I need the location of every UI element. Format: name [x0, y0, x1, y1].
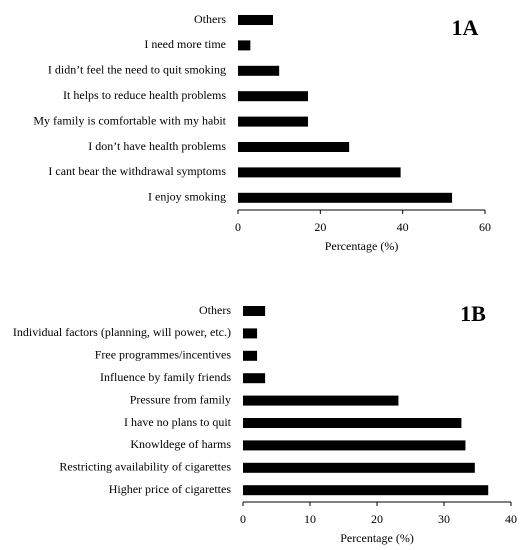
x-tick-label: 40	[397, 220, 409, 234]
x-tick-label: 0	[235, 220, 241, 234]
bar	[238, 192, 453, 203]
y-tick-label: Knowldege of harms	[130, 437, 231, 451]
y-tick-label: I don’t have health problems	[88, 139, 226, 153]
y-tick-label: Others	[194, 12, 226, 26]
bar	[238, 142, 350, 152]
y-tick-label: Free programmes/incentives	[95, 348, 232, 362]
bar	[243, 462, 475, 473]
x-tick-label: 10	[304, 512, 316, 526]
y-tick-label: I didn’t feel the need to quit smoking	[48, 63, 226, 77]
y-tick-label: Influence by family friends	[100, 370, 231, 384]
x-tick-label: 20	[314, 220, 326, 234]
x-tick-label: 20	[371, 512, 383, 526]
y-tick-label: My family is comfortable with my habit	[33, 113, 226, 127]
bar	[238, 40, 251, 51]
bar	[238, 15, 273, 25]
x-axis-label: Percentage (%)	[325, 239, 399, 253]
bar	[243, 373, 266, 384]
bar	[243, 485, 489, 496]
y-tick-label: Restricting availability of cigarettes	[59, 460, 231, 474]
bar	[243, 306, 266, 316]
bar	[243, 395, 399, 406]
bar	[243, 350, 258, 361]
x-tick-label: 40	[505, 512, 517, 526]
bar	[243, 440, 466, 451]
y-tick-label: I need more time	[144, 37, 226, 51]
chart-title: 1A	[452, 15, 479, 40]
y-tick-label: I enjoy smoking	[148, 190, 226, 204]
y-tick-label: Individual factors (planning, will power…	[13, 325, 231, 339]
y-tick-label: Pressure from family	[130, 392, 231, 406]
bar	[243, 418, 462, 428]
y-tick-label: I have no plans to quit	[124, 415, 232, 429]
bar	[238, 167, 401, 178]
y-tick-label: I cant bear the withdrawal symptoms	[48, 164, 226, 178]
x-tick-label: 60	[479, 220, 491, 234]
y-tick-label: It helps to reduce health problems	[63, 88, 226, 102]
y-tick-label: Others	[199, 303, 231, 317]
y-tick-label: Higher price of cigarettes	[109, 482, 232, 496]
x-axis-label: Percentage (%)	[340, 531, 414, 545]
x-tick-label: 0	[240, 512, 246, 526]
chart-title: 1B	[460, 301, 486, 326]
bar	[243, 328, 258, 339]
bar	[238, 116, 308, 127]
bar	[238, 65, 280, 76]
x-tick-label: 30	[438, 512, 450, 526]
bar	[238, 91, 308, 102]
